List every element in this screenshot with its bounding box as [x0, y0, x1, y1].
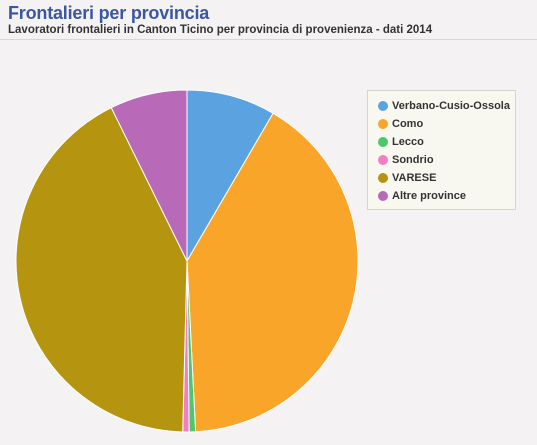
legend-marker: [378, 119, 388, 129]
legend-marker: [378, 155, 388, 165]
pie-slice-altre-province[interactable]: [110, 89, 188, 262]
pie-slice-varese[interactable]: [15, 107, 188, 433]
chart-subtitle: Lavoratori frontalieri in Canton Ticino …: [8, 24, 433, 36]
legend-marker: [378, 137, 388, 147]
legend-label: Como: [392, 118, 424, 130]
pie-slice-verbano-cusio-ossola[interactable]: [186, 89, 274, 263]
chart-legend: Verbano-Cusio-Ossola Como Lecco Sondrio VARE…: [367, 90, 516, 210]
legend-label: Verbano-Cusio-Ossola: [392, 100, 510, 112]
legend-item[interactable]: Como: [378, 115, 515, 133]
legend-marker: [378, 173, 388, 183]
legend-label: Sondrio: [392, 154, 434, 166]
pie-slice-como[interactable]: [186, 112, 359, 433]
legend-item[interactable]: Verbano-Cusio-Ossola: [378, 97, 515, 115]
legend-label: Altre province: [392, 190, 466, 202]
legend-label: VARESE: [392, 172, 437, 184]
chart-title: Frontalieri per provincia: [8, 3, 210, 23]
legend-label: Lecco: [392, 136, 424, 148]
legend-item[interactable]: Altre province: [378, 187, 515, 205]
legend-item[interactable]: Lecco: [378, 133, 515, 151]
legend-marker: [378, 101, 388, 111]
header-divider: [0, 39, 537, 40]
legend-item[interactable]: Sondrio: [378, 151, 515, 169]
legend-marker: [378, 191, 388, 201]
legend-item[interactable]: VARESE: [378, 169, 515, 187]
